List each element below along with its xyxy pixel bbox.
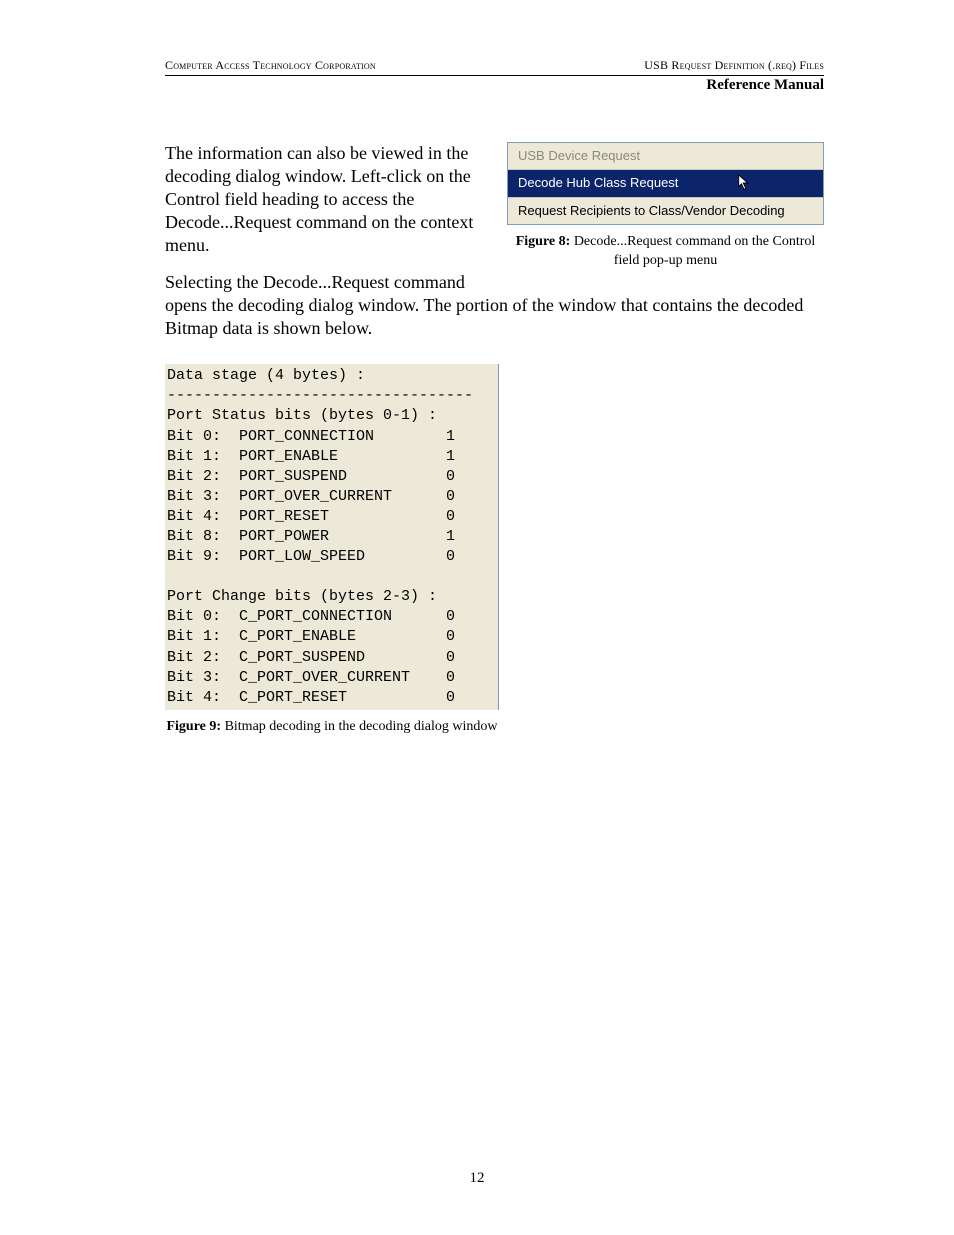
menu-item-decode-hub-class-request[interactable]: Decode Hub Class Request [508,170,823,197]
paragraph-2: Selecting the Decode...Request command o… [165,271,824,340]
figure-8-caption-text: Decode...Request command on the Control … [574,234,815,268]
content-area: USB Device Request Decode Hub Class Requ… [165,142,824,737]
header-right: USB Request Definition (.req) Files [644,58,824,73]
cursor-icon [737,174,753,192]
figure-9-caption-text: Bitmap decoding in the decoding dialog w… [225,719,498,734]
context-menu: USB Device Request Decode Hub Class Requ… [507,142,824,225]
menu-item-usb-device-request[interactable]: USB Device Request [508,143,823,170]
page: Computer Access Technology Corporation U… [0,0,954,1235]
figure-8: USB Device Request Decode Hub Class Requ… [507,142,824,271]
figure-8-caption: Figure 8: Decode...Request command on th… [507,233,824,271]
menu-item-request-recipients[interactable]: Request Recipients to Class/Vendor Decod… [508,198,823,224]
figure-9-caption: Figure 9: Bitmap decoding in the decodin… [165,718,499,737]
menu-item-label: Decode Hub Class Request [518,175,678,190]
figure-9: Data stage (4 bytes) : -----------------… [165,364,499,736]
bitmap-decoding-box: Data stage (4 bytes) : -----------------… [165,364,499,710]
page-number: 12 [0,1170,954,1187]
reference-manual-label: Reference Manual [165,77,824,94]
figure-9-label: Figure 9: [166,719,221,734]
figure-8-label: Figure 8: [516,234,571,249]
header-right-line1: USB Request Definition (.req) Files [644,58,824,73]
page-header: Computer Access Technology Corporation U… [165,58,824,76]
header-left: Computer Access Technology Corporation [165,58,376,73]
